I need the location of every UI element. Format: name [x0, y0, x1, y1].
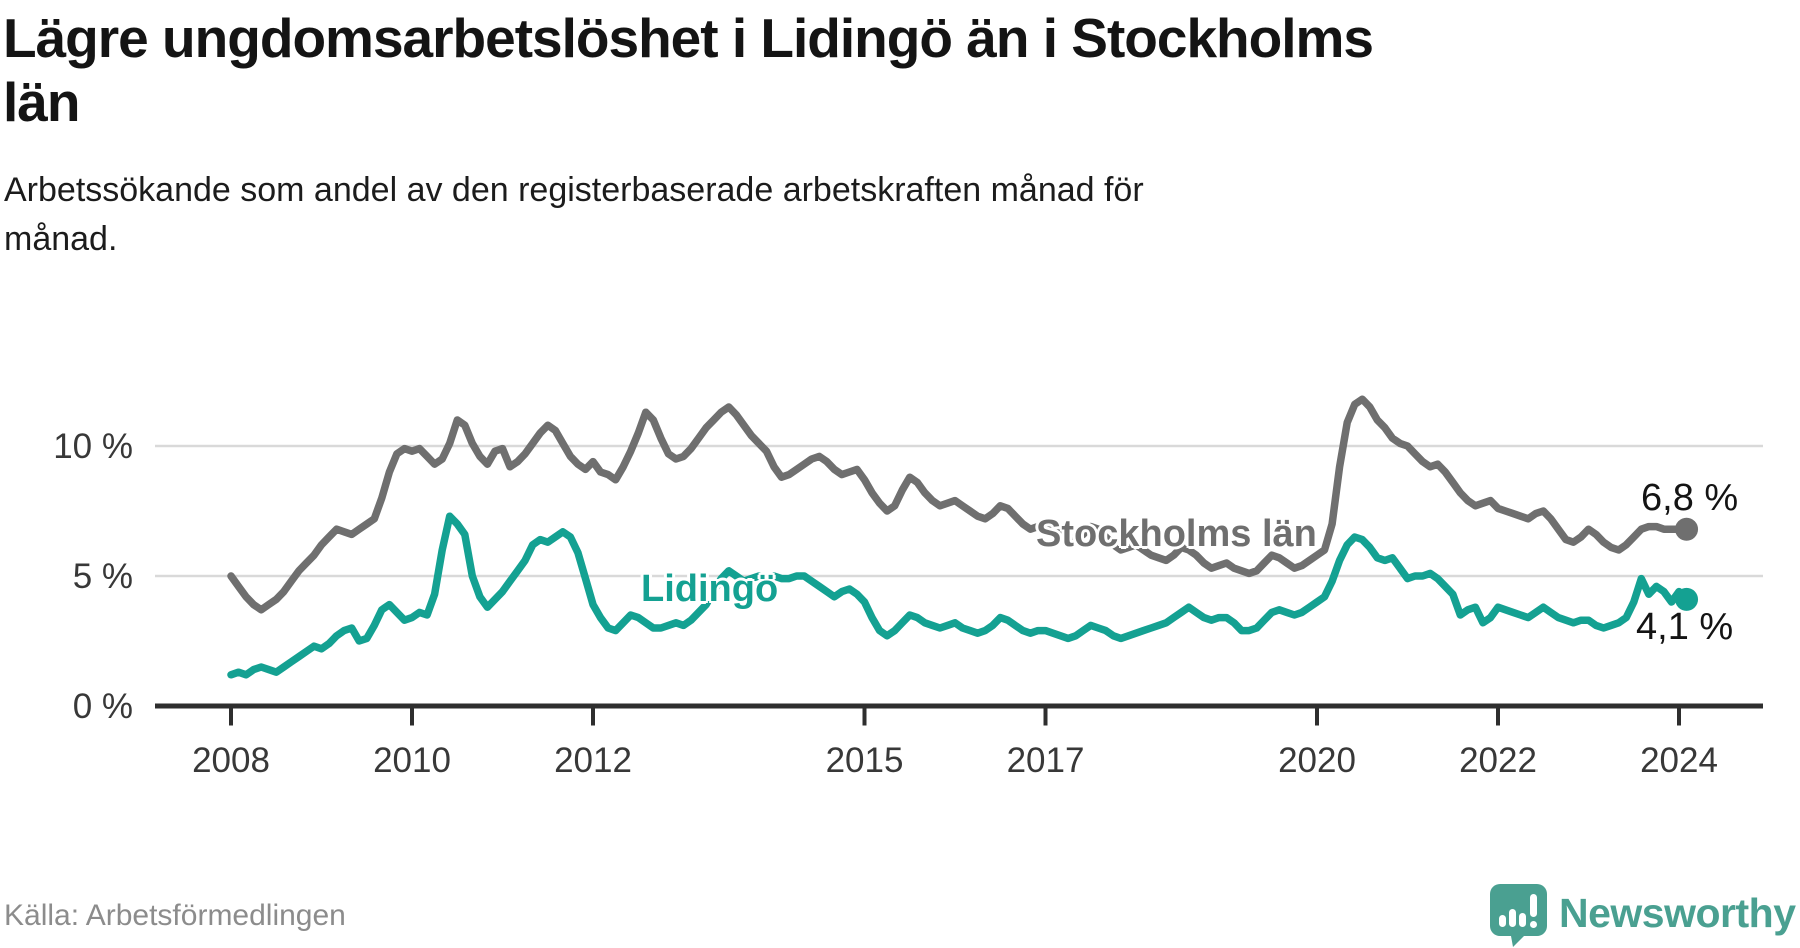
page-title-line-2: län [3, 71, 80, 133]
x-tick-label-2022: 2022 [1459, 741, 1537, 780]
x-tick-label-2012: 2012 [554, 741, 632, 780]
source-note: Källa: Arbetsförmedlingen [4, 899, 346, 932]
x-tick-label-2024: 2024 [1640, 741, 1718, 780]
chart-subtitle-line-2: månad. [4, 220, 118, 258]
newsworthy-logo: Newsworthy [1490, 884, 1796, 947]
end-value-label-stockholms-lan: 6,8 % [1641, 477, 1739, 519]
x-tick-label-2015: 2015 [826, 741, 904, 780]
x-tick-label-2008: 2008 [192, 741, 270, 780]
series-label-stockholms-lan: Stockholms län [1036, 513, 1317, 555]
newsworthy-bubble-chart-icon [1490, 884, 1547, 947]
end-value-label-lidingo: 4,1 % [1636, 606, 1734, 648]
x-tick-label-2020: 2020 [1278, 741, 1356, 780]
chart-subtitle: Arbetssökande som andel av den registerb… [4, 166, 1604, 264]
series-line-lidingo [227, 512, 1691, 679]
y-tick-label-5: 5 % [73, 557, 133, 596]
y-tick-label-0: 0 % [73, 687, 133, 726]
y-tick-label-10: 10 % [53, 427, 133, 466]
x-tick-label-2010: 2010 [373, 741, 451, 780]
page-title-line-1: Lägre ungdomsarbetslöshet i Lidingö än i… [3, 7, 1374, 69]
x-tick-label-2017: 2017 [1007, 741, 1085, 780]
series-label-lidingo: Lidingö [641, 568, 779, 610]
page-title: Lägre ungdomsarbetslöshet i Lidingö än i… [3, 6, 1793, 134]
series-end-dot-lidingo [1675, 587, 1699, 611]
newsworthy-wordmark: Newsworthy [1559, 890, 1796, 936]
chart-subtitle-line-1: Arbetssökande som andel av den registerb… [4, 171, 1144, 209]
series-line-stockholms-lan [227, 395, 1691, 614]
series-end-dot-stockholms-lan [1675, 517, 1699, 541]
